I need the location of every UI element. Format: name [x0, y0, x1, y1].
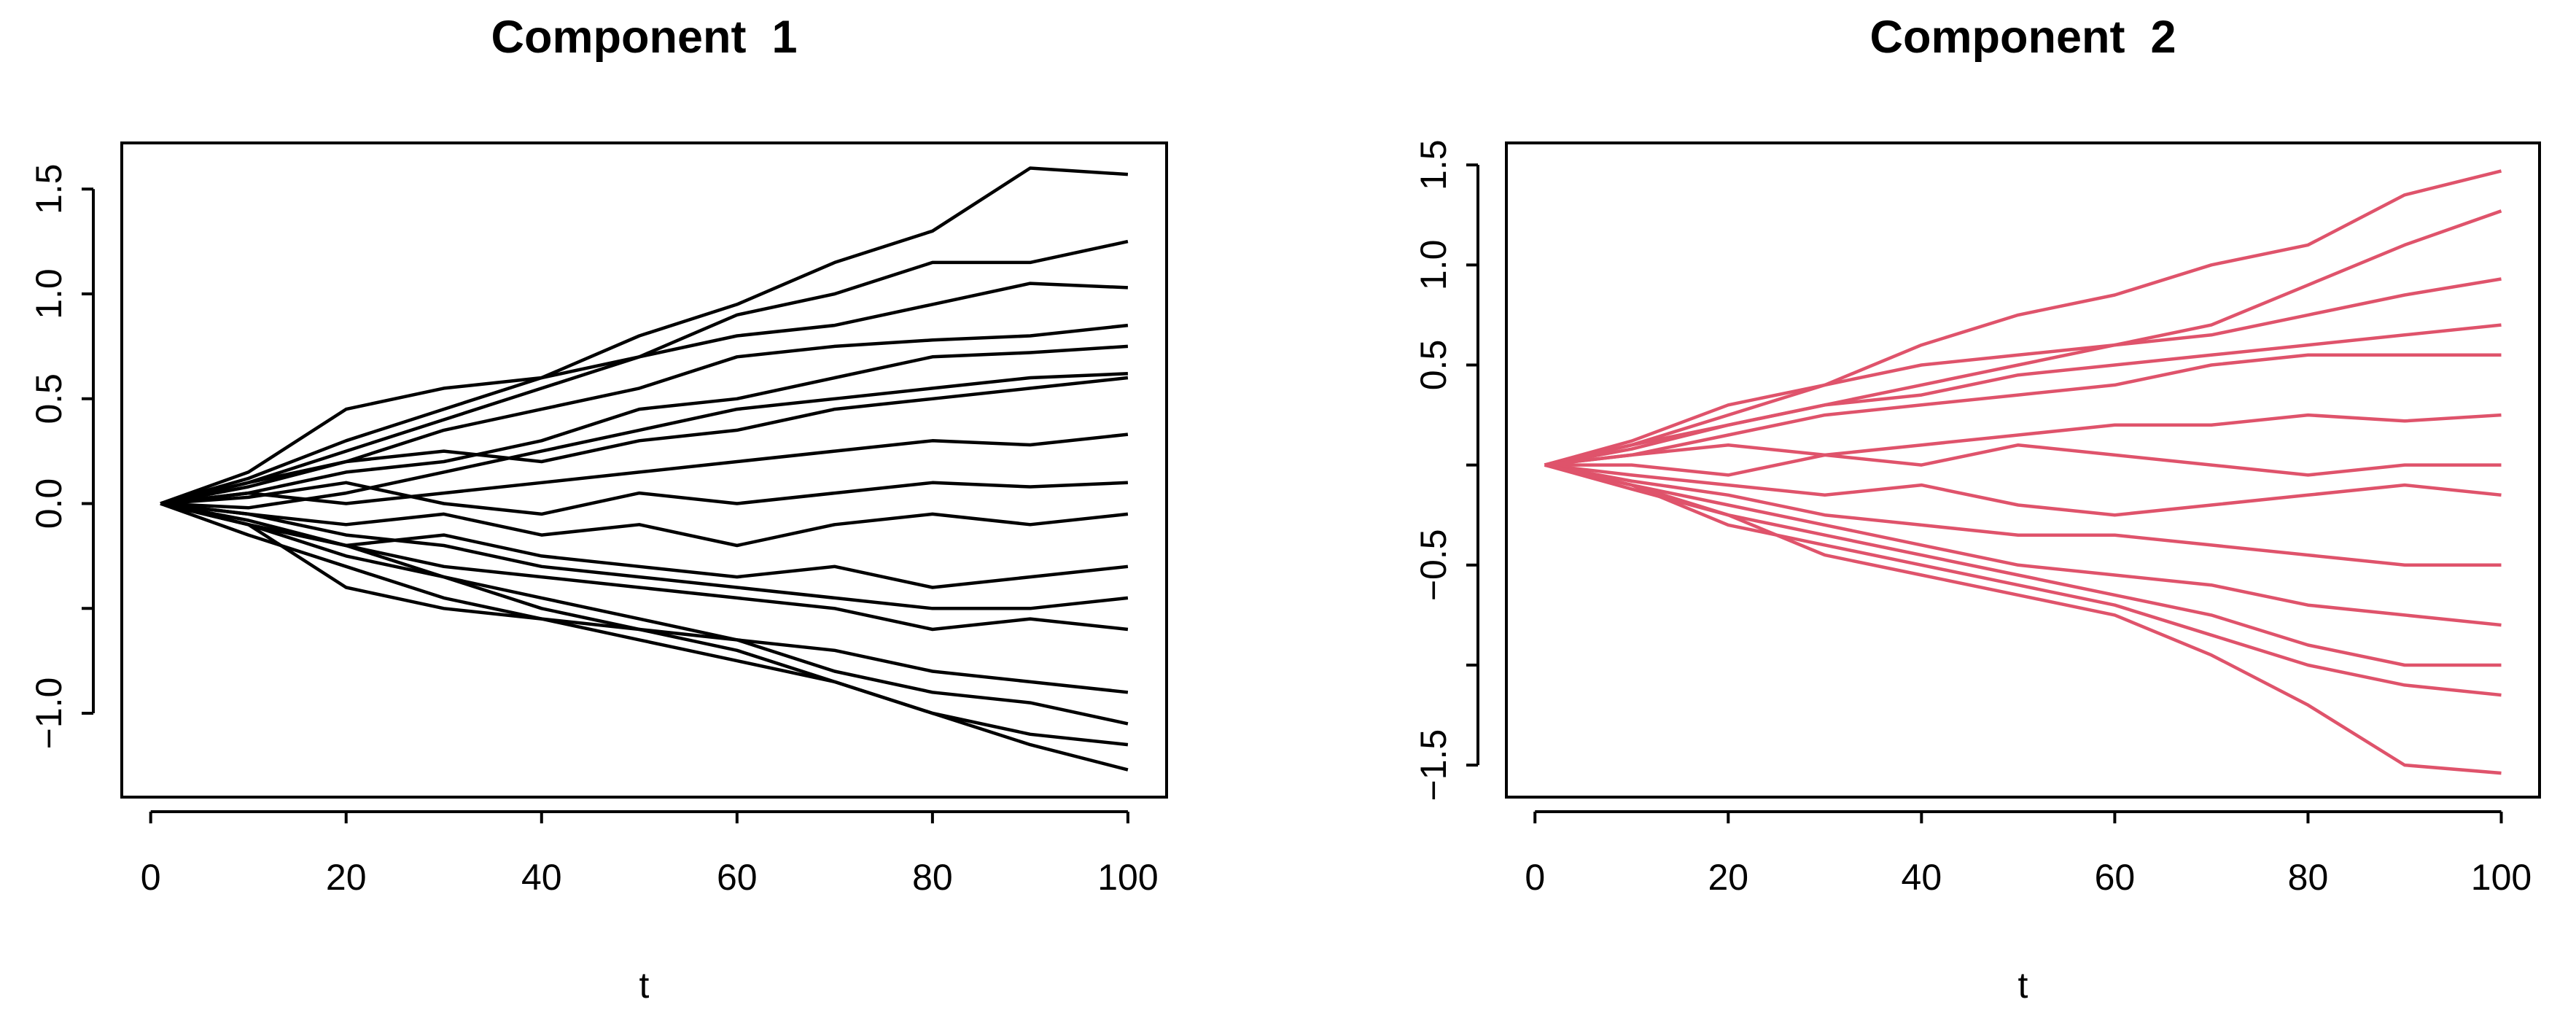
data-line [160, 344, 1129, 505]
data-line [160, 432, 1129, 505]
data-line [1544, 463, 2502, 517]
x-tick-label: 60 [2095, 857, 2136, 898]
y-tick-label: 1.5 [28, 163, 69, 214]
y-tick-label: 0.5 [28, 373, 69, 424]
y-tick-label: 1.5 [1413, 139, 1454, 190]
panel: Component 1 t 0 20 40 60 80 100 −1.0 0.0 0.5 1.0 1.5 [28, 12, 1168, 1006]
chart-title: Component 2 [1870, 12, 2176, 63]
x-tick-label: 20 [1708, 857, 1748, 898]
y-tick-label: 1.0 [28, 268, 69, 319]
data-line [160, 323, 1129, 505]
y-tick-label: −1.5 [1413, 729, 1454, 801]
data-line [160, 502, 1129, 772]
data-line [1544, 463, 2502, 697]
x-tick-label: 100 [2471, 857, 2532, 898]
data-line [160, 502, 1129, 548]
data-line [160, 282, 1128, 505]
data-line [160, 502, 1129, 747]
x-tick-label: 0 [141, 857, 161, 898]
x-tick-label: 40 [521, 857, 562, 898]
data-line [160, 372, 1128, 510]
data-line [160, 502, 1129, 726]
y-tick-label: 0.0 [28, 478, 69, 529]
panel: Component 2 t 0 20 40 60 80 100 −1.5 −0.5 0.5 1.0 1.… [1413, 12, 2541, 1006]
data-line [1544, 169, 2502, 467]
x-tick-label: 100 [1097, 857, 1158, 898]
data-line [1544, 443, 2502, 477]
data-line [1544, 353, 2502, 467]
plot-box [120, 141, 1168, 799]
x-axis-label: t [639, 965, 650, 1006]
data-line [160, 239, 1129, 505]
y-tick-label: −1.0 [28, 678, 69, 750]
x-tick-label: 80 [2288, 857, 2329, 898]
data-line [160, 481, 1128, 516]
data-line [160, 502, 1129, 694]
data-line [160, 166, 1129, 505]
data-line [1544, 413, 2502, 467]
plot-box [1505, 141, 2541, 799]
x-tick-label: 80 [912, 857, 953, 898]
data-line [1544, 277, 2502, 467]
chart-title: Component 1 [491, 12, 798, 63]
x-tick-label: 0 [1525, 857, 1545, 898]
data-line [160, 502, 1129, 589]
x-tick-label: 20 [326, 857, 367, 898]
data-line [1544, 323, 2502, 467]
x-tick-label: 60 [717, 857, 758, 898]
y-tick-label: −0.5 [1413, 529, 1454, 601]
data-line [1544, 463, 2502, 567]
x-axis-label: t [2018, 965, 2028, 1006]
data-line [1544, 463, 2502, 627]
y-tick-label: 0.5 [1413, 340, 1454, 391]
data-line [1544, 463, 2502, 775]
x-tick-label: 40 [1902, 857, 1942, 898]
y-tick-label: 1.0 [1413, 240, 1454, 291]
data-line [160, 502, 1129, 610]
data-line [160, 376, 1129, 505]
